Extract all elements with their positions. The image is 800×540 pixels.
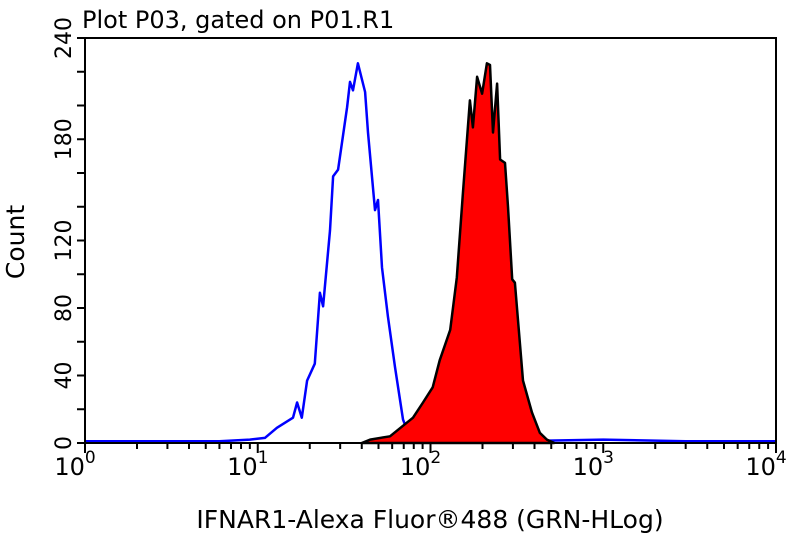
y-tick-label: 240 (52, 17, 77, 59)
y-tick-label: 40 (52, 362, 77, 390)
x-tick-base: 10 (54, 453, 85, 481)
x-tick-label: 101 (227, 448, 268, 481)
y-tick-label: 120 (52, 220, 77, 262)
series-group (85, 62, 776, 445)
y-tick-label: 180 (52, 118, 77, 160)
x-tick-exponent: 1 (258, 448, 269, 468)
chart-title: Plot P03, gated on P01.R1 (82, 6, 394, 34)
y-tick-label: 0 (52, 436, 77, 450)
x-axis-label: IFNAR1-Alexa Fluor®488 (GRN-HLog) (196, 505, 663, 534)
x-tick-base: 10 (573, 453, 604, 481)
x-tick-label: 100 (54, 448, 95, 481)
series-0-outline-histogram (85, 62, 776, 443)
x-tick-label: 102 (400, 448, 441, 481)
plot-frame (84, 37, 777, 444)
x-tick-exponent: 0 (85, 448, 96, 468)
x-tick-base: 10 (227, 453, 258, 481)
series-1-filled-histogram (360, 62, 556, 445)
x-tick-exponent: 3 (603, 448, 614, 468)
x-tick-label: 103 (573, 448, 614, 481)
y-axis-label: Count (1, 205, 30, 279)
x-tick-exponent: 4 (776, 448, 787, 468)
x-tick-label: 104 (745, 448, 786, 481)
x-tick-base: 10 (745, 453, 776, 481)
x-tick-base: 10 (400, 453, 431, 481)
x-tick-exponent: 2 (430, 448, 441, 468)
y-tick-label: 80 (52, 294, 77, 322)
